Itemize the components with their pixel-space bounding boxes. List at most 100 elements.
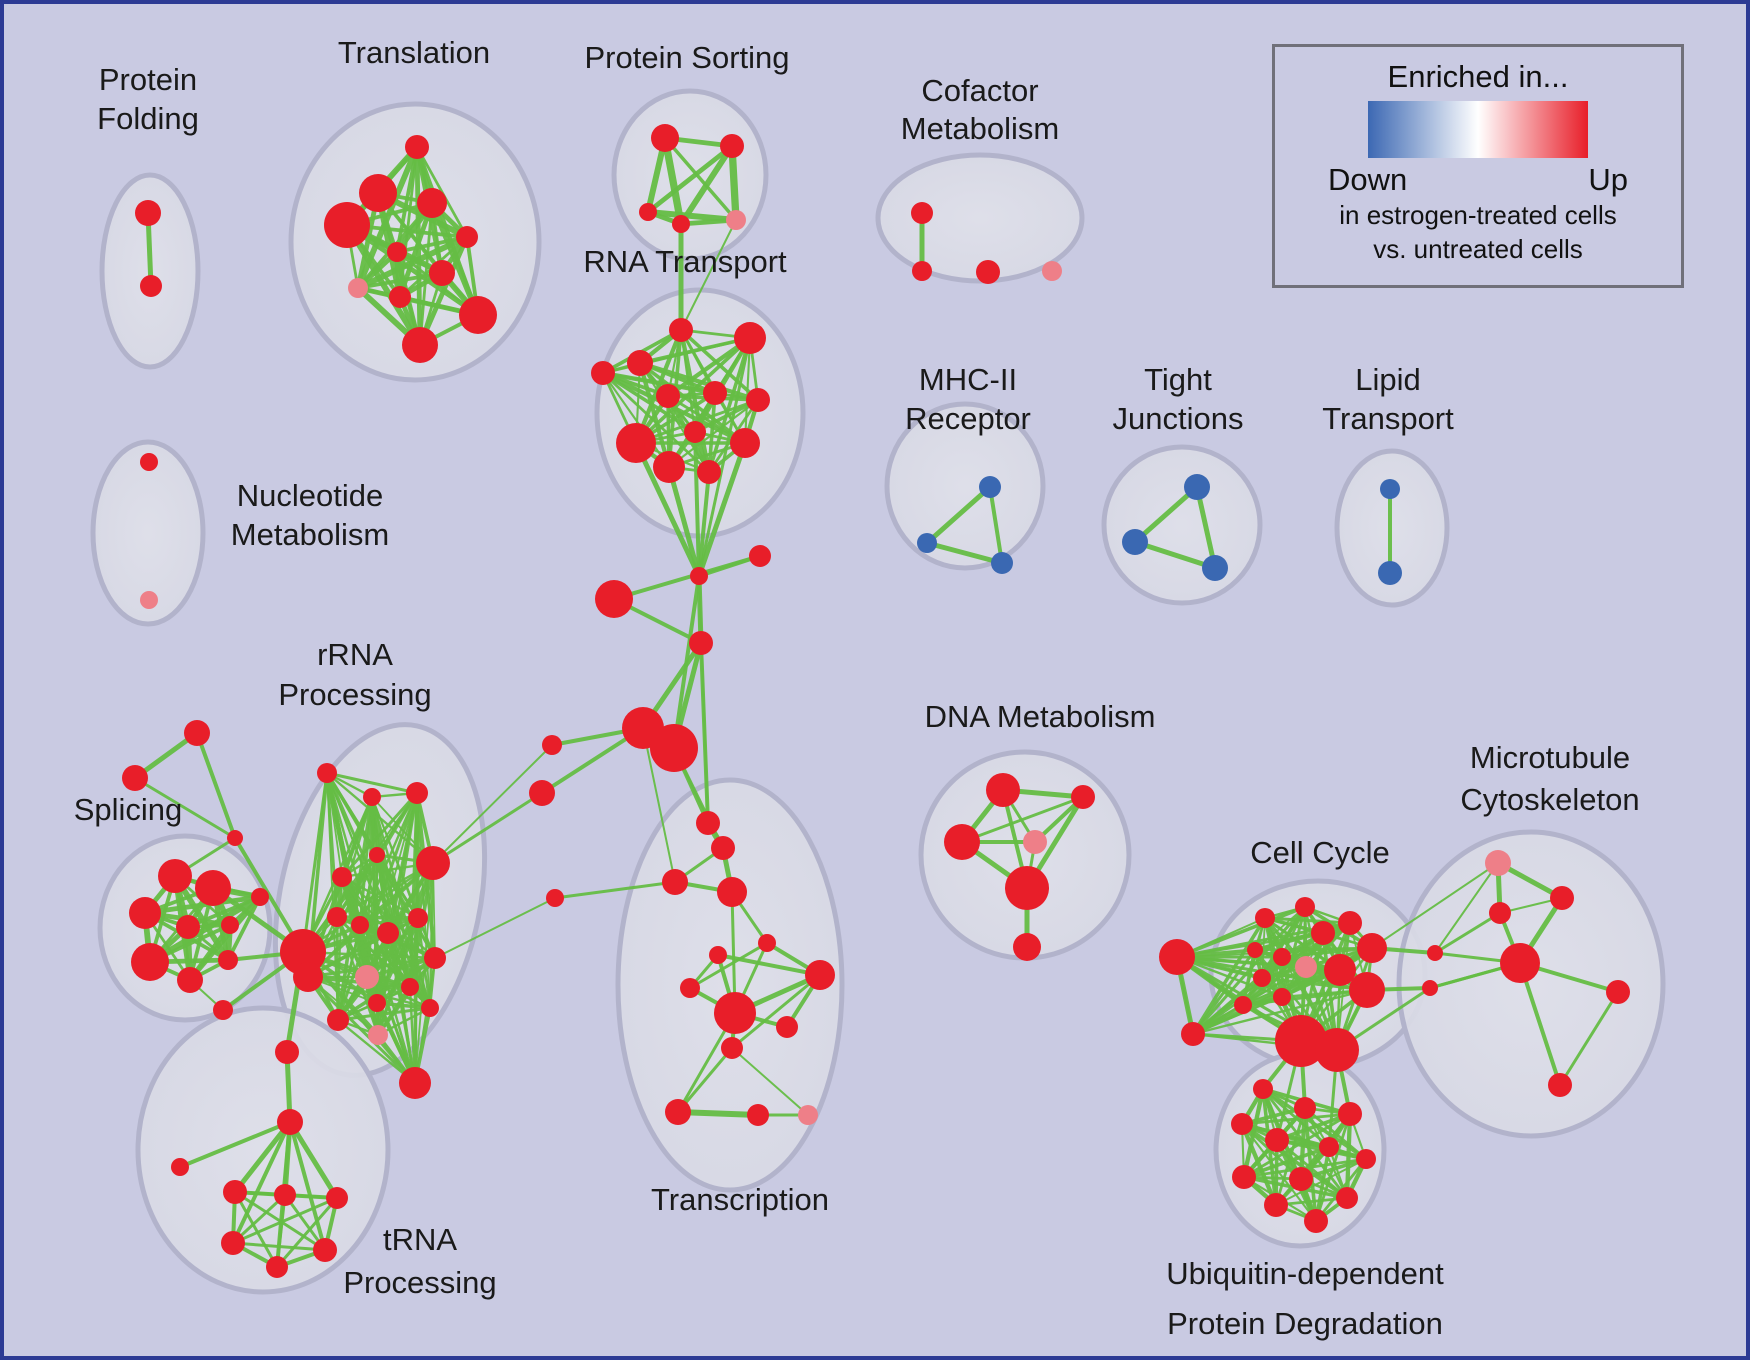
protein-sorting-node-1[interactable] [720, 134, 744, 158]
dna-metabolism-node-2[interactable] [944, 824, 980, 860]
rna-transport-node-11[interactable] [697, 460, 721, 484]
rrna-node-16[interactable] [327, 1009, 349, 1031]
nucleotide-metabolism-node-0[interactable] [140, 453, 158, 471]
rrna-node-10[interactable] [355, 965, 379, 989]
hub-node-0[interactable] [690, 567, 708, 585]
hub-node-1[interactable] [749, 545, 771, 567]
cellcycle-node-4[interactable] [1357, 933, 1387, 963]
rrna-node-8[interactable] [377, 922, 399, 944]
trna-node-5[interactable] [221, 1231, 245, 1255]
transcription-node-6[interactable] [758, 934, 776, 952]
mhc-ii-receptor-node-2[interactable] [991, 552, 1013, 574]
translation-node-3[interactable] [324, 202, 370, 248]
ubiquitin-node-5[interactable] [1319, 1137, 1339, 1157]
transcription-node-11[interactable] [721, 1037, 743, 1059]
cofactor-metabolism-node-2[interactable] [976, 260, 1000, 284]
trna-node-1[interactable] [171, 1158, 189, 1176]
translation-node-1[interactable] [359, 174, 397, 212]
rna-transport-node-2[interactable] [591, 361, 615, 385]
protein-folding-node-0[interactable] [135, 200, 161, 226]
splicing-node-8[interactable] [251, 888, 269, 906]
mhc-ii-receptor-node-1[interactable] [917, 533, 937, 553]
rna-transport-node-7[interactable] [616, 423, 656, 463]
translation-node-9[interactable] [459, 296, 497, 334]
translation-node-5[interactable] [387, 242, 407, 262]
cellcycle-node-9[interactable] [1324, 954, 1356, 986]
rrna-node-7[interactable] [351, 916, 369, 934]
trna-node-8[interactable] [275, 1040, 299, 1064]
hub-node-6[interactable] [542, 735, 562, 755]
rrna-node-15[interactable] [368, 1025, 388, 1045]
ubiquitin-node-9[interactable] [1336, 1187, 1358, 1209]
cellcycle-node-6[interactable] [1273, 948, 1291, 966]
trna-node-3[interactable] [274, 1184, 296, 1206]
splicing-node-3[interactable] [176, 915, 200, 939]
rrna-node-6[interactable] [327, 907, 347, 927]
hub-node-7[interactable] [529, 780, 555, 806]
trna-node-0[interactable] [277, 1109, 303, 1135]
lipid-transport-node-0[interactable] [1380, 479, 1400, 499]
rrna-node-0[interactable] [317, 763, 337, 783]
rna-transport-node-8[interactable] [684, 421, 706, 443]
microtubule-node-4[interactable] [1427, 945, 1443, 961]
ubiquitin-node-4[interactable] [1265, 1128, 1289, 1152]
microtubule-node-7[interactable] [1548, 1073, 1572, 1097]
ubiquitin-node-7[interactable] [1232, 1165, 1256, 1189]
cellcycle-node-14[interactable] [1315, 1028, 1359, 1072]
microtubule-node-6[interactable] [1606, 980, 1630, 1004]
microtubule-node-1[interactable] [1550, 886, 1574, 910]
splicing-node-0[interactable] [158, 859, 192, 893]
ubiquitin-node-3[interactable] [1231, 1113, 1253, 1135]
rrna-node-13[interactable] [424, 947, 446, 969]
protein-sorting-node-0[interactable] [651, 124, 679, 152]
cofactor-metabolism-node-0[interactable] [911, 202, 933, 224]
dna-metabolism-node-0[interactable] [986, 773, 1020, 807]
transcription-node-4[interactable] [546, 889, 564, 907]
trna-node-9[interactable] [213, 1000, 233, 1020]
mhc-ii-receptor-node-0[interactable] [979, 476, 1001, 498]
nucleotide-metabolism-node-1[interactable] [140, 591, 158, 609]
hub-node-5[interactable] [650, 724, 698, 772]
cellcycle-node-3[interactable] [1311, 921, 1335, 945]
ubiquitin-node-1[interactable] [1294, 1097, 1316, 1119]
trna-node-4[interactable] [326, 1187, 348, 1209]
dna-metabolism-node-4[interactable] [1005, 866, 1049, 910]
transcription-node-1[interactable] [711, 836, 735, 860]
protein-sorting-node-3[interactable] [672, 215, 690, 233]
dna-metabolism-node-3[interactable] [1023, 830, 1047, 854]
cellcycle-node-2[interactable] [1338, 911, 1362, 935]
transcription-node-0[interactable] [696, 811, 720, 835]
transcription-node-9[interactable] [714, 992, 756, 1034]
splicing-node-1[interactable] [195, 870, 231, 906]
tight-junctions-node-2[interactable] [1202, 555, 1228, 581]
rna-transport-node-4[interactable] [656, 384, 680, 408]
rrna-node-11[interactable] [368, 994, 386, 1012]
cellcycle-node-12[interactable] [1234, 996, 1252, 1014]
ubiquitin-node-0[interactable] [1253, 1079, 1273, 1099]
trna-node-6[interactable] [313, 1238, 337, 1262]
splicing-bridge-node-1[interactable] [122, 765, 148, 791]
rna-transport-node-6[interactable] [746, 388, 770, 412]
transcription-node-10[interactable] [776, 1016, 798, 1038]
rrna-node-9[interactable] [408, 908, 428, 928]
cellcycle-node-16[interactable] [1159, 939, 1195, 975]
trna-node-7[interactable] [266, 1256, 288, 1278]
rrna-node-17[interactable] [399, 1067, 431, 1099]
translation-node-4[interactable] [456, 226, 478, 248]
rna-transport-node-0[interactable] [669, 318, 693, 342]
translation-node-10[interactable] [402, 327, 438, 363]
lipid-transport-node-1[interactable] [1378, 561, 1402, 585]
microtubule-node-5[interactable] [1422, 980, 1438, 996]
protein-sorting-node-2[interactable] [639, 203, 657, 221]
rna-transport-node-5[interactable] [703, 381, 727, 405]
cofactor-metabolism-node-1[interactable] [912, 261, 932, 281]
splicing-node-5[interactable] [131, 943, 169, 981]
transcription-node-12[interactable] [665, 1099, 691, 1125]
rrna-node-1[interactable] [363, 788, 381, 806]
transcription-node-7[interactable] [680, 978, 700, 998]
translation-node-7[interactable] [348, 278, 368, 298]
rna-transport-node-3[interactable] [627, 350, 653, 376]
trna-node-2[interactable] [223, 1180, 247, 1204]
splicing-bridge-node-2[interactable] [227, 830, 243, 846]
splicing-node-7[interactable] [218, 950, 238, 970]
